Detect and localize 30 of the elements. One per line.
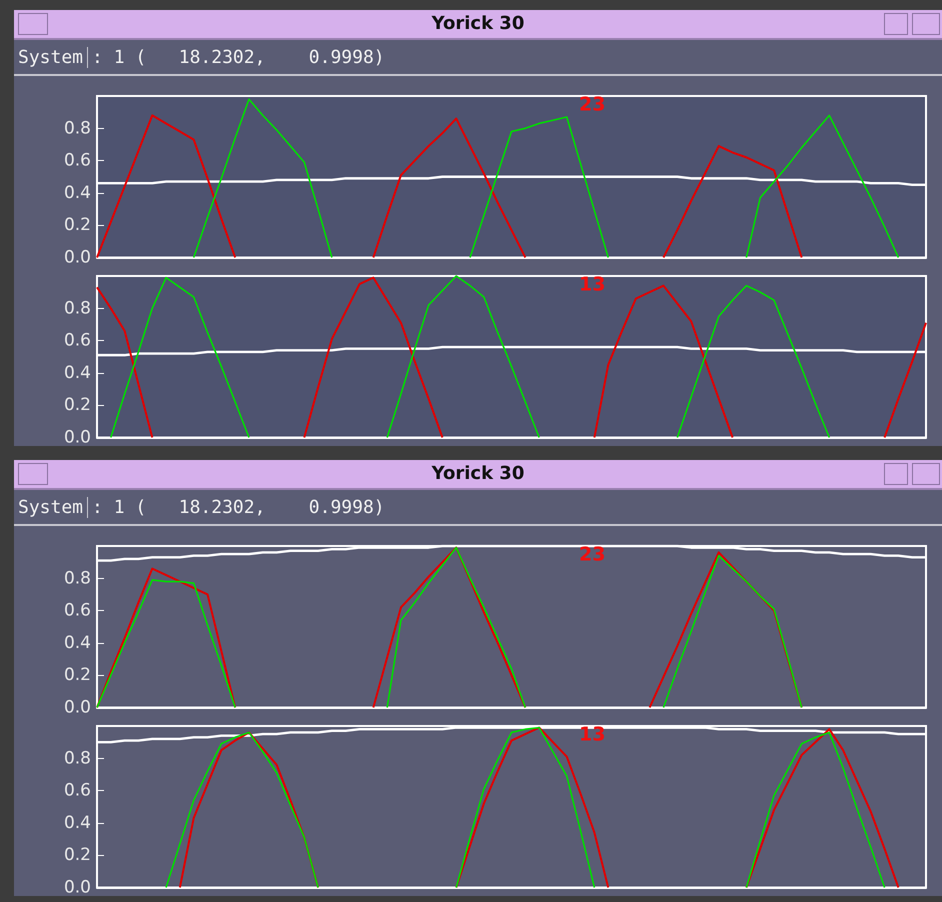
chart-title: 23 <box>579 94 606 116</box>
y-tick-label: 0.8 <box>64 298 91 318</box>
y-tick-label: 0.6 <box>64 150 91 171</box>
chart-title: 23 <box>579 544 606 566</box>
text: Yorick 30 <box>14 460 942 490</box>
text: : 1 ( 18.2302, 0.9998) <box>91 496 385 518</box>
y-tick-label: 0.2 <box>64 845 91 866</box>
text: System <box>14 46 88 68</box>
y-tick-label: 0.4 <box>64 812 91 833</box>
y-tick-label: 0.0 <box>64 248 91 268</box>
y-tick-label: 0.6 <box>64 600 91 621</box>
y-tick-label: 0.4 <box>64 362 91 383</box>
y-tick-label: 0.8 <box>64 748 91 768</box>
y-tick-label: 0.6 <box>64 780 91 801</box>
text: System <box>14 496 88 518</box>
y-tick-label: 0.4 <box>64 182 91 203</box>
y-tick-label: 0.2 <box>64 215 91 236</box>
y-tick-label: 0.6 <box>64 330 91 351</box>
y-tick-label: 0.4 <box>64 632 91 653</box>
y-tick-label: 0.0 <box>64 428 91 448</box>
y-tick-label: 0.2 <box>64 665 91 686</box>
y-tick-label: 0.8 <box>64 568 91 588</box>
y-tick-label: 0.8 <box>64 118 91 138</box>
y-tick-label: 0.0 <box>64 878 91 898</box>
chart-title: 13 <box>579 274 606 296</box>
text: : 1 ( 18.2302, 0.9998) <box>91 46 385 68</box>
y-tick-label: 0.0 <box>64 698 91 718</box>
y-tick-label: 0.2 <box>64 395 91 416</box>
text: Yorick 30 <box>14 10 942 40</box>
chart-title: 13 <box>579 724 606 746</box>
